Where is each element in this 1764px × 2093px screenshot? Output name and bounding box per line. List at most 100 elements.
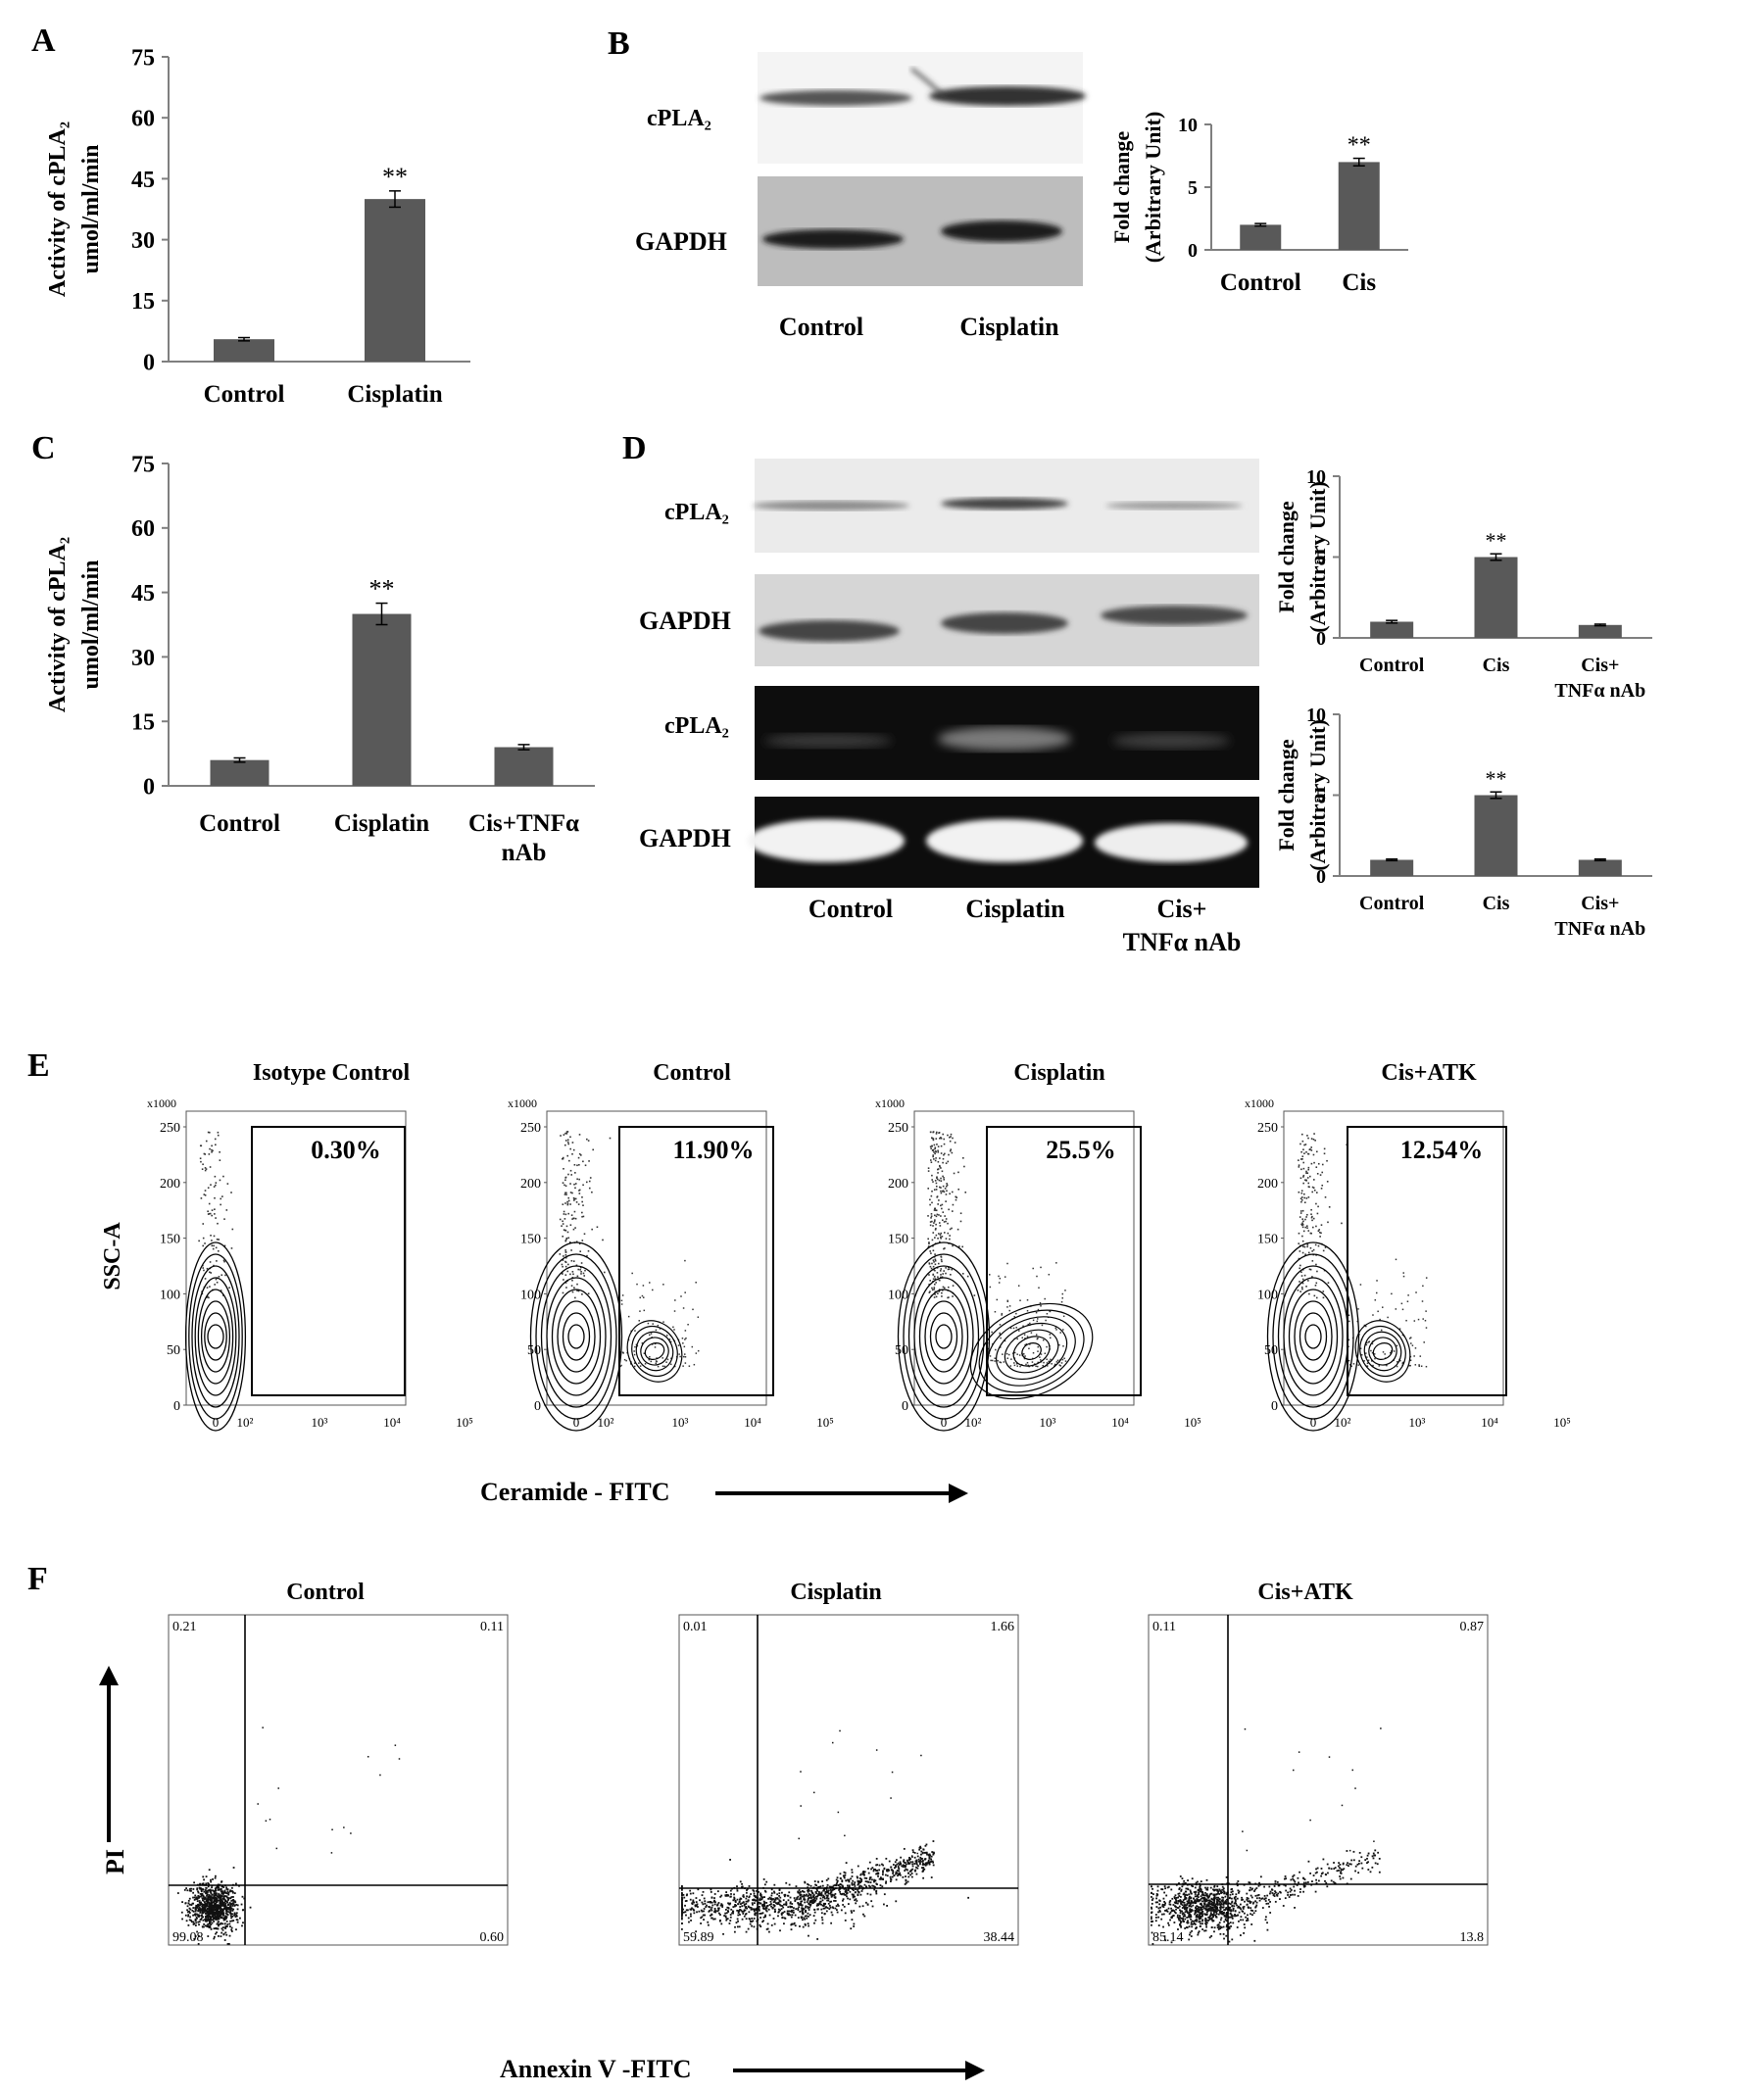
quadrant-upper-left-value: 0.11	[1152, 1620, 1176, 1634]
blot-d-lane-label-cisplatin: Cisplatin	[965, 895, 1065, 923]
error-bar	[1593, 857, 1606, 862]
contour-second	[626, 1320, 683, 1383]
scatter-dots	[1151, 1728, 1382, 1945]
x-tick-label: 10⁵	[1184, 1415, 1201, 1430]
category-label: Cis	[1483, 655, 1510, 676]
flow-e-xlabel: Ceramide - FITC	[480, 1478, 670, 1506]
blot-d-cpla2-band-cis-tnf	[1105, 502, 1243, 510]
bar	[214, 339, 274, 362]
flow-f-xlabel: Annexin V -FITC	[500, 2055, 692, 2083]
flow-e-arrow	[715, 1484, 968, 1503]
category-label: Cisplatin	[347, 381, 442, 408]
blot-b-row-label-cpla2: cPLA₂	[647, 106, 711, 131]
gate-box	[618, 1126, 774, 1396]
pcr-d-cpla2-band-cis-tnf	[1112, 733, 1230, 749]
bar	[1240, 224, 1282, 250]
contour-main	[1266, 1241, 1360, 1432]
flow-f-plot-1: Cisplatin 0.01 1.66 59.89 38.44	[678, 1580, 1019, 1946]
y-tick-label: 5	[1316, 786, 1326, 807]
bar	[1474, 557, 1518, 638]
contour-second	[1354, 1320, 1411, 1383]
scatter-dots	[1297, 1133, 1428, 1368]
blot-b-row-label-gapdh: GAPDH	[635, 227, 727, 256]
y-axis-label: Activity of cPLA₂	[45, 537, 71, 712]
y-axis-label: Fold change	[1109, 131, 1134, 244]
bar	[210, 759, 270, 786]
quadrant-upper-right-value: 1.66	[991, 1620, 1015, 1634]
gate-percent: 25.5%	[1046, 1136, 1116, 1164]
plot-title: Control	[286, 1580, 365, 1605]
y-tick-label: 75	[131, 45, 155, 71]
y-tick-label: 75	[131, 452, 155, 477]
gate-percent: 12.54%	[1400, 1136, 1484, 1164]
category-label: TNFα nAb	[1554, 680, 1645, 702]
category-label: Control	[1359, 893, 1425, 914]
western-blot-d: cPLA₂ GAPDH cPLA₂ GAPDH Control Cisplati…	[639, 459, 1259, 956]
scale-label: x1000	[508, 1096, 537, 1110]
significance-label: **	[1348, 133, 1371, 159]
plot-title: Control	[653, 1060, 731, 1086]
y-axis-label-units: (Arbitrary Unit)	[1141, 112, 1165, 264]
category-label: Cis+	[1581, 893, 1619, 914]
y-tick-label: 50	[527, 1343, 541, 1358]
quadrant-upper-left-value: 0.01	[683, 1620, 708, 1634]
y-tick-label: 0	[143, 774, 155, 800]
blot-b-cpla2-band-cisplatin	[929, 86, 1086, 106]
blot-b-gapdh-band-cisplatin	[941, 220, 1062, 242]
error-bar	[517, 744, 530, 751]
y-axis-label-units: (Arbitrary Unit)	[1305, 719, 1330, 871]
x-tick-label: 0	[941, 1415, 948, 1430]
bar-chart-a: 0 15 30 45 60 75 Control ** Cisplatin Activity of…	[45, 45, 470, 408]
error-bar	[1490, 791, 1502, 800]
x-tick-label: 10⁵	[1553, 1415, 1571, 1430]
y-tick-label: 60	[131, 107, 155, 132]
gate-box	[1347, 1126, 1507, 1396]
panel-letter-c: C	[31, 430, 56, 466]
pcr-d-gapdh-band-cis-tnf	[1095, 823, 1248, 862]
blot-d-cpla2-band-cisplatin	[941, 498, 1068, 510]
blot-d-gapdh-band-cisplatin	[941, 612, 1068, 634]
category-label: Cis	[1342, 269, 1376, 296]
category-label: Cis	[1483, 893, 1510, 914]
y-tick-label: 250	[520, 1121, 541, 1136]
contour-main	[529, 1241, 623, 1432]
flow-e-plot-0: Isotype Control x1000 0 50 100 150 200 250 0 10² 1…	[147, 1060, 473, 1432]
y-axis-label: Fold change	[1274, 501, 1298, 613]
y-tick-label: 15	[131, 710, 155, 736]
significance-label: **	[1486, 766, 1507, 791]
flow-f-plot-2: Cis+ATK 0.11 0.87 85.14 13.8	[1148, 1580, 1489, 1946]
bar	[1578, 859, 1622, 876]
quadrant-lower-right-value: 38.44	[984, 1930, 1015, 1945]
blot-d-gapdh-band-cis-tnf	[1101, 606, 1248, 625]
y-tick-label: 0	[173, 1399, 180, 1414]
y-tick-label: 30	[131, 228, 155, 254]
error-bar	[1254, 222, 1267, 227]
x-tick-label: 0	[573, 1415, 580, 1430]
blot-b-gapdh-band-control	[762, 229, 904, 249]
blot-d-row-label-gapdh-pcr: GAPDH	[639, 824, 731, 852]
bar-chart-d1: 0 5 10 Control ** Cis Cis+ TNFα nAb Fold change (…	[1274, 466, 1652, 702]
category-label: Cis+TNFα	[468, 810, 579, 837]
y-tick-label: 150	[1257, 1233, 1278, 1247]
y-tick-label: 10	[1178, 115, 1198, 136]
y-tick-label: 5	[1188, 177, 1198, 199]
flow-e-plot-1: Control x1000 0 50 100 150 200 250 0 10² 10³ 10⁴ 10⁵…	[508, 1060, 834, 1432]
category-label: Cisplatin	[334, 810, 429, 837]
bar-chart-b: 0 5 10 Control ** Cis Fold change (Arbitrary Un…	[1109, 112, 1408, 296]
y-tick-label: 50	[1264, 1343, 1278, 1358]
flow-f-plot-0: Control 0.21 0.11 99.08 0.60	[168, 1580, 509, 1946]
y-tick-label: 150	[888, 1233, 908, 1247]
scatter-dots	[927, 1131, 1067, 1368]
panel-letter-f: F	[27, 1561, 48, 1597]
y-tick-label: 0	[143, 350, 155, 375]
y-tick-label: 250	[1257, 1121, 1278, 1136]
significance-label: **	[382, 163, 408, 191]
plot-frame	[546, 1110, 767, 1406]
plot-title: Cis+ATK	[1257, 1580, 1353, 1605]
flow-f-ylabel: PI	[101, 1849, 129, 1874]
contour-second	[969, 1302, 1094, 1400]
y-tick-label: 100	[888, 1288, 908, 1302]
y-axis-label: Activity of cPLA₂	[45, 122, 71, 297]
error-bar	[389, 190, 401, 209]
category-label: Control	[199, 810, 280, 837]
